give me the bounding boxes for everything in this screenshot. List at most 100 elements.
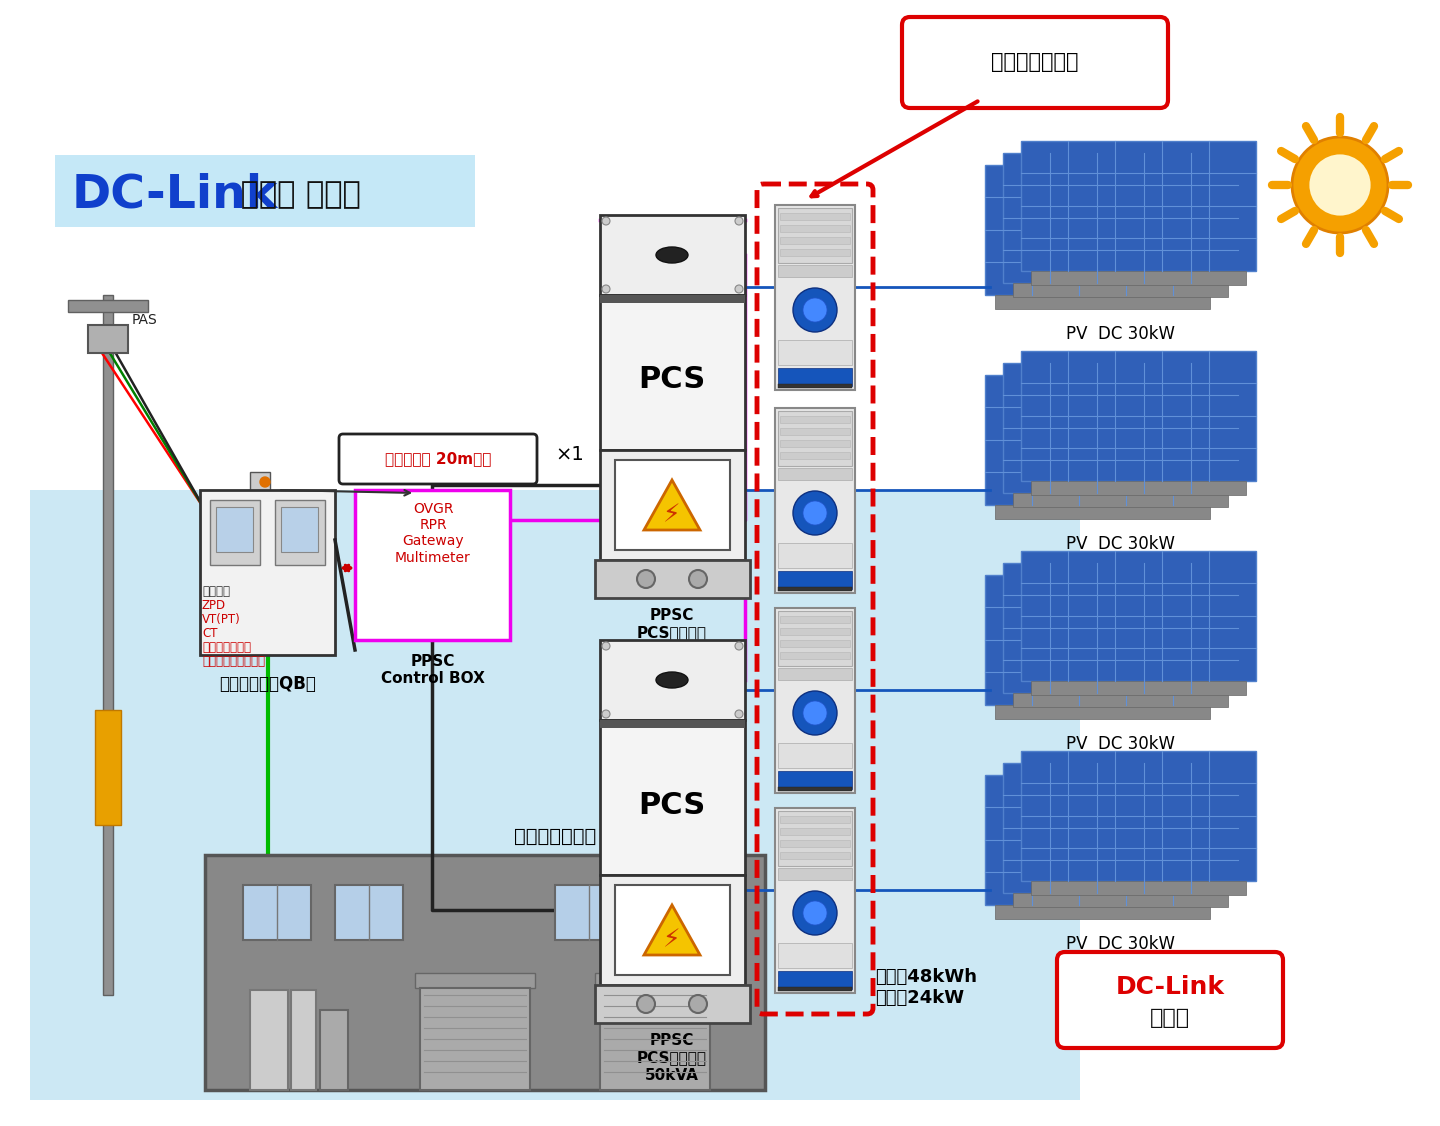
Bar	[780, 640, 850, 647]
Bar	[775, 808, 855, 993]
Text: OVGR
RPR
Gateway
Multimeter: OVGR RPR Gateway Multimeter	[395, 502, 471, 564]
Text: PPSC
PCSラック付
50kVA: PPSC PCSラック付 50kVA	[636, 608, 707, 658]
Circle shape	[688, 995, 707, 1013]
Bar	[780, 236, 850, 244]
Bar	[985, 575, 1220, 705]
Bar	[778, 771, 852, 789]
FancyBboxPatch shape	[338, 434, 537, 484]
FancyBboxPatch shape	[1057, 951, 1283, 1048]
Bar	[1004, 363, 1238, 493]
Bar	[780, 816, 850, 823]
Bar	[1012, 692, 1228, 707]
Bar	[291, 990, 315, 1090]
Bar	[600, 640, 744, 720]
Bar	[778, 587, 852, 591]
Bar	[95, 711, 121, 825]
Text: PCS: PCS	[638, 366, 706, 394]
Bar	[778, 611, 852, 665]
Bar	[995, 705, 1210, 720]
Bar	[778, 811, 852, 866]
Bar	[1004, 563, 1238, 692]
Bar	[1021, 551, 1256, 681]
Bar	[995, 295, 1210, 309]
Text: 使用機器: 使用機器	[202, 586, 230, 598]
Bar	[204, 855, 765, 1090]
Text: 工場や店舗など: 工場や店舗など	[514, 826, 596, 846]
Bar	[778, 743, 852, 768]
Bar	[1031, 681, 1246, 695]
Circle shape	[261, 477, 271, 488]
Bar	[985, 775, 1220, 905]
Bar	[595, 973, 716, 988]
Bar	[210, 500, 261, 565]
Circle shape	[636, 995, 655, 1013]
Bar	[251, 472, 271, 492]
Circle shape	[636, 570, 655, 588]
Circle shape	[793, 691, 837, 735]
Text: PV  DC 30kW: PV DC 30kW	[1066, 535, 1175, 553]
Bar	[778, 543, 852, 568]
Bar	[1031, 271, 1246, 285]
Text: 高圧受電盤『QB』: 高圧受電盤『QB』	[219, 674, 317, 692]
Bar	[420, 988, 530, 1090]
Bar	[251, 990, 288, 1090]
Circle shape	[1308, 153, 1372, 217]
Bar	[281, 507, 318, 552]
Bar	[780, 440, 850, 447]
FancyBboxPatch shape	[30, 490, 1080, 1100]
Text: CT: CT	[202, 627, 217, 640]
Circle shape	[602, 217, 611, 225]
Circle shape	[793, 891, 837, 935]
Bar	[1031, 881, 1246, 895]
Circle shape	[804, 901, 827, 924]
Bar	[778, 368, 852, 386]
Bar	[780, 428, 850, 435]
Text: ZPD: ZPD	[202, 599, 226, 613]
Text: VT(PT): VT(PT)	[202, 613, 240, 626]
Text: ×1: ×1	[554, 445, 583, 464]
Bar	[68, 300, 148, 312]
Circle shape	[804, 298, 827, 322]
Bar	[778, 384, 852, 388]
Bar	[356, 490, 510, 640]
Text: PAS: PAS	[132, 313, 158, 327]
Bar	[415, 973, 536, 988]
Bar	[645, 885, 713, 940]
Bar	[778, 340, 852, 365]
Polygon shape	[644, 905, 700, 955]
Text: 容量：48kWh
出力：24kW: 容量：48kWh 出力：24kW	[876, 968, 976, 1007]
Bar	[1021, 351, 1256, 481]
Bar	[600, 450, 744, 560]
Circle shape	[602, 642, 611, 650]
Bar	[780, 213, 850, 220]
Circle shape	[804, 701, 827, 725]
Text: PPSC
Control BOX: PPSC Control BOX	[382, 654, 485, 687]
Bar	[780, 652, 850, 659]
Bar	[595, 560, 750, 598]
Ellipse shape	[657, 672, 688, 688]
Text: PPSC
PCSラック付
50kVA: PPSC PCSラック付 50kVA	[636, 1033, 707, 1083]
Bar	[780, 415, 850, 423]
Bar	[775, 205, 855, 390]
Bar	[600, 988, 710, 1090]
Bar	[1004, 153, 1238, 283]
Bar	[778, 668, 852, 680]
Bar	[780, 225, 850, 232]
Text: 蓄電池: 蓄電池	[1151, 1008, 1189, 1028]
Text: DC-Link: DC-Link	[72, 172, 278, 217]
Circle shape	[734, 285, 743, 293]
Bar	[778, 868, 852, 881]
Circle shape	[793, 491, 837, 535]
Bar	[778, 787, 852, 790]
Bar	[1012, 493, 1228, 507]
Bar	[1031, 481, 1246, 495]
Bar	[778, 468, 852, 480]
Circle shape	[734, 711, 743, 718]
Bar	[780, 628, 850, 635]
Bar	[778, 208, 852, 263]
Bar	[600, 720, 744, 875]
Text: PV  DC 30kW: PV DC 30kW	[1066, 935, 1175, 953]
Bar	[615, 885, 730, 975]
Text: PCS: PCS	[638, 790, 706, 820]
Bar	[104, 295, 112, 995]
